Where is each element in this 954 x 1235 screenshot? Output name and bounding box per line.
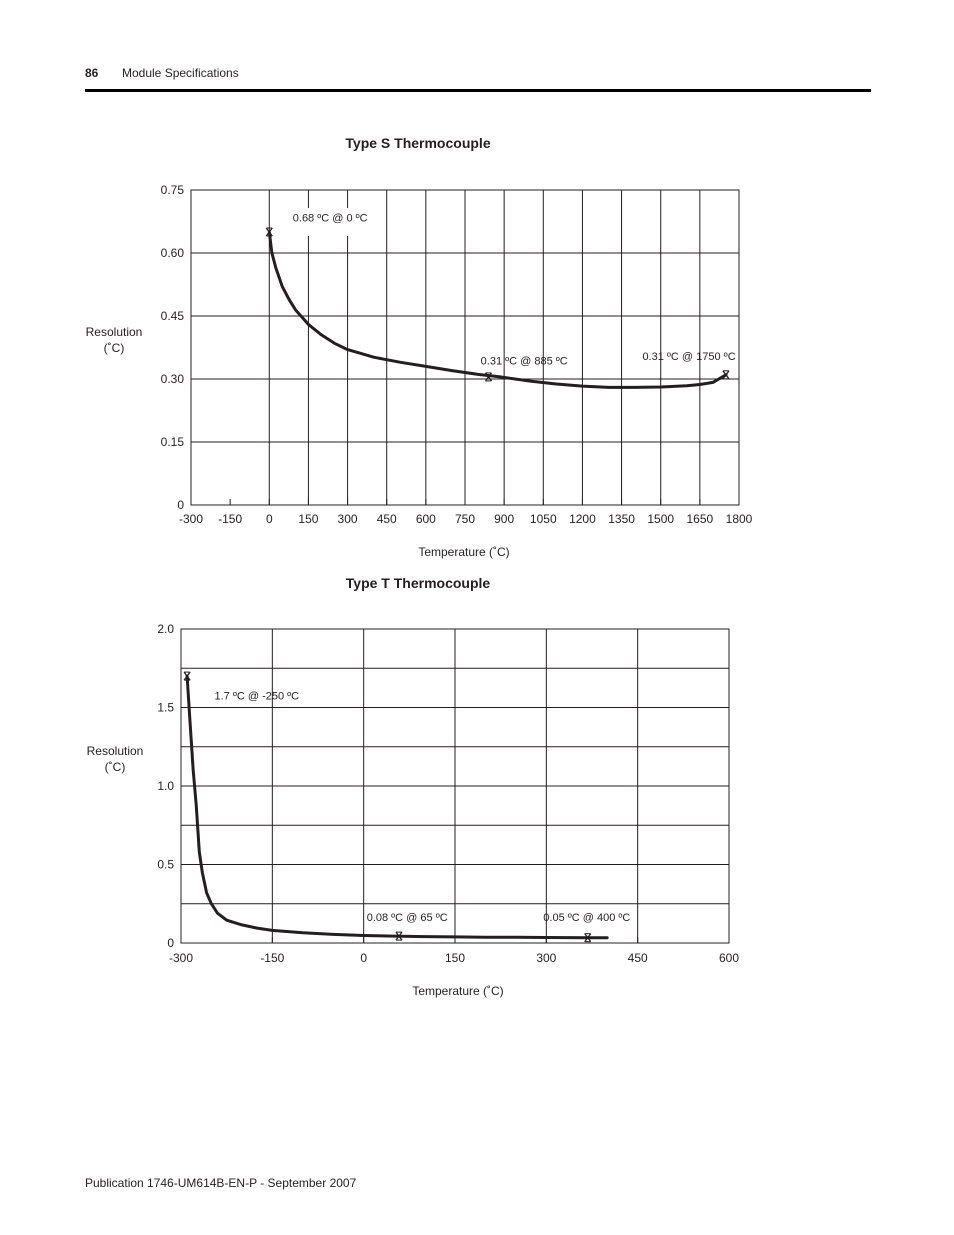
x-tick-label: 750 <box>455 512 475 526</box>
y-tick-label: 0.75 <box>161 183 185 197</box>
x-tick-label: 150 <box>298 512 318 526</box>
data-marker <box>265 227 273 237</box>
x-tick-label: 450 <box>628 951 648 965</box>
chart-title: Type S Thermocouple <box>345 135 490 151</box>
header-rule <box>85 89 871 92</box>
publication-footer: Publication 1746-UM614B-EN-P - September… <box>85 1176 357 1190</box>
x-tick-label: 600 <box>416 512 436 526</box>
series-line <box>267 230 728 389</box>
data-label: 0.31 ºC @ 1750 ºC <box>642 351 735 363</box>
x-tick-label: 1350 <box>608 512 635 526</box>
chart-title: Type T Thermocouple <box>346 575 491 591</box>
y-tick-label: 1.5 <box>157 701 174 715</box>
page-number: 86 <box>85 66 99 80</box>
y-tick-label: 0.60 <box>161 246 185 260</box>
section-title: Module Specifications <box>122 66 239 80</box>
y-tick-label: 0.45 <box>161 309 185 323</box>
y-tick-label: 0 <box>167 936 174 950</box>
x-tick-label: 1650 <box>687 512 714 526</box>
y-axis-label: (˚C) <box>105 760 126 774</box>
x-tick-label: 300 <box>338 512 358 526</box>
data-label: 1.7 ºC @ -250 ºC <box>214 691 299 703</box>
x-axis-label: Temperature (˚C) <box>418 545 509 559</box>
x-tick-label: 900 <box>494 512 514 526</box>
data-label: 0.05 ºC @ 400 ºC <box>543 912 630 924</box>
x-tick-label: 1800 <box>726 512 753 526</box>
y-axis-label: (˚C) <box>104 341 125 355</box>
data-marker <box>183 671 191 681</box>
x-tick-label: -300 <box>169 951 193 965</box>
x-tick-label: -150 <box>260 951 284 965</box>
data-marker <box>584 933 592 943</box>
x-tick-label: 300 <box>536 951 556 965</box>
x-tick-label: 150 <box>445 951 465 965</box>
y-tick-label: 0.30 <box>161 372 185 386</box>
y-tick-label: 0 <box>177 498 184 512</box>
series-line <box>185 674 609 940</box>
y-tick-label: 0.15 <box>161 435 185 449</box>
x-tick-label: 0 <box>266 512 273 526</box>
y-tick-label: 0.5 <box>157 858 174 872</box>
y-tick-label: 2.0 <box>157 622 174 636</box>
y-tick-label: 1.0 <box>157 779 174 793</box>
data-marker <box>484 372 493 382</box>
x-axis-label: Temperature (˚C) <box>412 984 503 998</box>
data-label: 0.31 ºC @ 885 ºC <box>481 355 568 367</box>
data-marker <box>395 931 403 941</box>
chart-1: Type S Thermocouple -300 -150 0 150 300 450 600… <box>86 135 753 559</box>
x-tick-label: 600 <box>719 951 739 965</box>
x-tick-label: -150 <box>218 512 242 526</box>
data-label: 0.68 ºC @ 0 ºC <box>293 213 368 225</box>
y-axis-label: Resolution <box>87 744 144 758</box>
data-label: 0.08 ºC @ 65 ºC <box>367 912 448 924</box>
x-tick-label: 1500 <box>647 512 674 526</box>
x-tick-label: 0 <box>360 951 367 965</box>
x-tick-label: 1200 <box>569 512 596 526</box>
chart-2: Type T Thermocouple -300 -150 0 150 300 450 600… <box>87 575 740 998</box>
x-tick-label: 450 <box>377 512 397 526</box>
x-tick-label: -300 <box>179 512 203 526</box>
y-axis-label: Resolution <box>86 325 143 339</box>
x-tick-label: 1050 <box>530 512 557 526</box>
annotation-box <box>272 208 386 236</box>
data-marker <box>722 370 730 380</box>
